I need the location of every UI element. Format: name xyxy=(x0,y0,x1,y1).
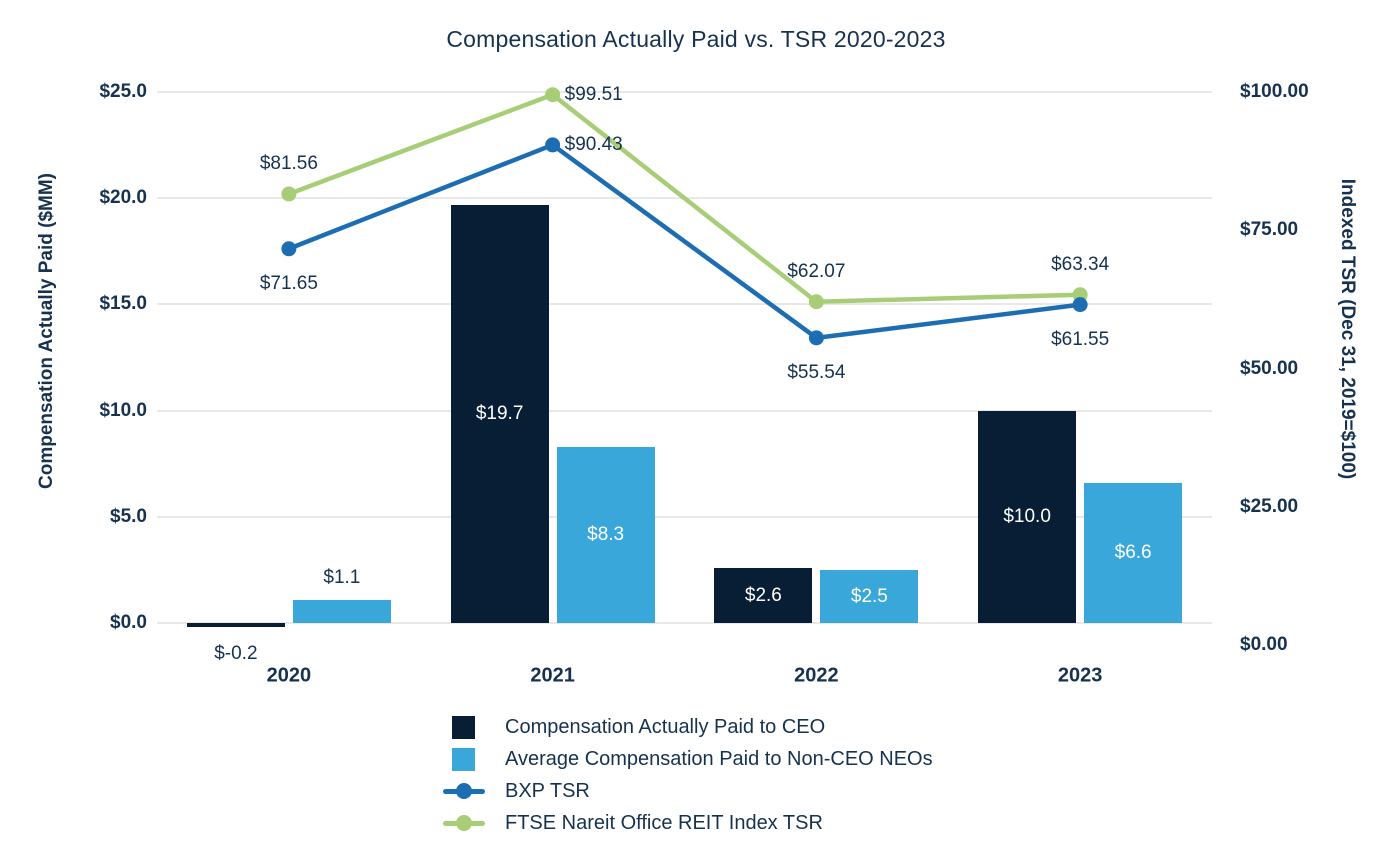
gridline xyxy=(157,197,1212,200)
legend-item-ceo: Compensation Actually Paid to CEO xyxy=(443,711,933,743)
legend-label: FTSE Nareit Office REIT Index TSR xyxy=(505,811,823,834)
bar-neo-2021 xyxy=(556,447,655,623)
x-axis-label-2023: 2023 xyxy=(1057,664,1103,687)
bar-neo-2022 xyxy=(820,570,919,623)
left-axis-tick: $20.0 xyxy=(99,187,147,209)
line-point xyxy=(545,87,561,103)
legend-label: Compensation Actually Paid to CEO xyxy=(505,715,826,738)
neo-bar-swatch-icon xyxy=(452,747,475,771)
tsr-point-label: $63.34 xyxy=(1051,253,1110,275)
legend-item-ftse-tsr: FTSE Nareit Office REIT Index TSR xyxy=(443,807,933,839)
tsr-point-label: $81.56 xyxy=(259,152,318,174)
line-point xyxy=(545,137,561,153)
right-axis-tick: $25.00 xyxy=(1240,495,1299,517)
bar-value-label: $1.1 xyxy=(323,567,361,588)
right-axis-tick: $0.00 xyxy=(1240,634,1288,655)
line-point xyxy=(281,241,297,257)
bar-ceo-2023 xyxy=(978,411,1077,623)
bar-ceo-2020 xyxy=(186,623,285,627)
legend-label: BXP TSR xyxy=(505,779,590,802)
line-point xyxy=(281,186,297,202)
tsr-point-label: $61.55 xyxy=(1051,328,1110,350)
x-axis-label-2020: 2020 xyxy=(266,664,312,687)
bar-value-label: $2.5 xyxy=(850,585,888,607)
ceo-bar-swatch-icon xyxy=(452,715,475,739)
line-point xyxy=(808,330,824,346)
gridline xyxy=(157,303,1212,306)
x-axis-label-2021: 2021 xyxy=(530,664,575,687)
bar-neo-2023 xyxy=(1084,483,1183,623)
left-axis-tick: $5.0 xyxy=(110,505,147,527)
bxp-line-swatch-icon xyxy=(443,783,485,799)
right-axis-tick: $50.00 xyxy=(1240,357,1299,379)
bar-neo-2020 xyxy=(292,600,391,623)
tsr-point-label: $99.51 xyxy=(564,83,623,105)
gridline xyxy=(157,622,1212,624)
tsr-point-label: $71.65 xyxy=(259,272,318,294)
right-axis-title: Indexed TSR (Dec 31, 2019=$100) xyxy=(1337,178,1358,480)
bar-ceo-2022 xyxy=(714,568,813,623)
tsr-point-label: $55.54 xyxy=(787,361,846,383)
left-axis-tick: $15.0 xyxy=(99,293,147,315)
bar-value-label: $2.6 xyxy=(744,584,782,606)
bar-value-label: $10.0 xyxy=(1003,506,1051,527)
tsr-line xyxy=(286,142,1083,341)
gridline xyxy=(157,91,1212,93)
legend: Compensation Actually Paid to CEO Averag… xyxy=(443,711,933,839)
legend-item-neo: Average Compensation Paid to Non-CEO NEO… xyxy=(443,743,933,775)
x-axis-label-2022: 2022 xyxy=(794,664,839,687)
right-axis-tick: $75.00 xyxy=(1240,219,1299,241)
left-axis-tick: $10.0 xyxy=(99,399,147,421)
legend-item-bxp-tsr: BXP TSR xyxy=(443,775,933,807)
bar-value-label: $8.3 xyxy=(587,524,625,545)
bar-value-label: $6.6 xyxy=(1114,542,1152,563)
line-point xyxy=(808,294,824,310)
gridline xyxy=(157,409,1212,412)
tsr-point-label: $62.07 xyxy=(787,260,846,282)
ftse-line-swatch-icon xyxy=(443,815,485,831)
bar-value-label: $-0.2 xyxy=(214,643,258,664)
left-axis-tick: $25.0 xyxy=(99,81,147,102)
right-axis-tick: $100.00 xyxy=(1240,81,1309,102)
legend-label: Average Compensation Paid to Non-CEO NEO… xyxy=(505,747,933,770)
left-axis-tick: $0.0 xyxy=(110,612,147,633)
chart-title: Compensation Actually Paid vs. TSR 2020-… xyxy=(446,26,946,52)
bar-value-label: $19.7 xyxy=(475,403,524,424)
line-point xyxy=(1072,287,1088,303)
gridline xyxy=(157,515,1212,518)
tsr-point-label: $90.43 xyxy=(564,133,623,155)
